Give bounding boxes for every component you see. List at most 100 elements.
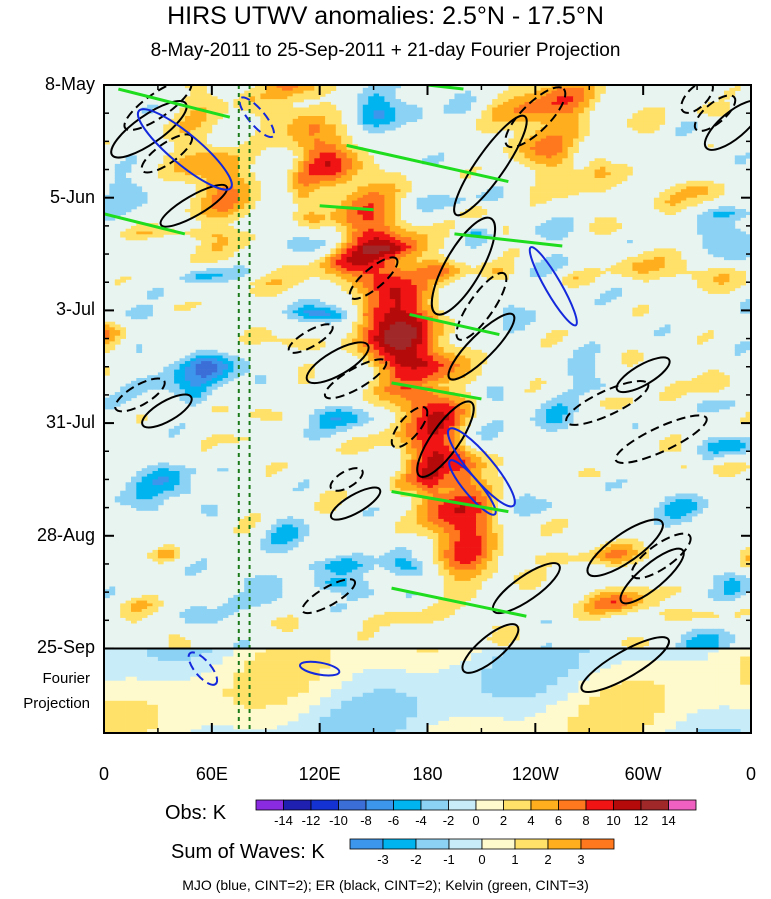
- field-cell: [400, 265, 407, 269]
- field-cell: [529, 144, 536, 148]
- field-cell: [244, 341, 250, 345]
- field-cell: [379, 240, 385, 244]
- field-cell: [416, 347, 423, 351]
- field-cell: [373, 203, 380, 207]
- field-cell: [271, 124, 277, 128]
- field-cell: [605, 163, 612, 168]
- field-cell: [648, 256, 655, 261]
- field-cell: [260, 101, 267, 106]
- field-cell: [368, 248, 374, 252]
- field-cell: [486, 110, 493, 114]
- field-cell: [217, 110, 223, 114]
- field-cell: [476, 240, 482, 244]
- field-cell: [556, 223, 563, 227]
- field-cell: [438, 242, 445, 247]
- field-cell: [578, 361, 585, 365]
- field-cell: [303, 209, 310, 213]
- field-cell: [217, 180, 223, 185]
- field-cell: [492, 124, 498, 128]
- field-cell: [724, 248, 730, 252]
- field-cell: [400, 299, 407, 303]
- field-cell: [190, 254, 197, 258]
- field-cell: [341, 225, 347, 230]
- field-cell: [222, 206, 229, 210]
- field-cell: [109, 347, 116, 351]
- field-cell: [357, 335, 364, 339]
- field-cell: [255, 183, 261, 187]
- field-cell: [346, 172, 353, 176]
- field-cell: [389, 223, 396, 227]
- field-cell: [287, 338, 294, 342]
- field-cell: [255, 152, 261, 156]
- field-cell: [255, 192, 261, 196]
- field-cell: [314, 138, 321, 142]
- field-cell: [373, 172, 380, 176]
- field-cell: [357, 200, 364, 204]
- field-cell: [228, 268, 234, 272]
- field-cell: [131, 197, 137, 201]
- field-cell: [600, 225, 606, 230]
- field-cell: [357, 194, 364, 199]
- field-cell: [341, 338, 347, 342]
- field-cell: [136, 237, 143, 241]
- field-cell: [341, 276, 347, 280]
- field-cell: [319, 116, 326, 120]
- field-cell: [632, 118, 639, 123]
- field-cell: [190, 96, 197, 100]
- field-cell: [389, 347, 396, 351]
- field-cell: [244, 231, 250, 235]
- field-cell: [405, 104, 412, 108]
- field-cell: [556, 113, 563, 117]
- field-cell: [163, 158, 170, 162]
- field-cell: [179, 107, 186, 111]
- field-cell: [373, 296, 380, 300]
- field-cell: [163, 163, 170, 168]
- field-cell: [325, 273, 331, 278]
- field-cell: [303, 90, 310, 94]
- field-cell: [546, 110, 552, 114]
- field-cell: [449, 352, 455, 356]
- field-cell: [497, 276, 504, 280]
- field-cell: [228, 149, 234, 154]
- field-cell: [546, 96, 552, 100]
- field-cell: [184, 175, 191, 179]
- field-cell: [675, 186, 682, 190]
- field-cell: [567, 147, 574, 151]
- field-cell: [335, 214, 342, 218]
- field-cell: [330, 211, 337, 216]
- field-cell: [740, 248, 746, 252]
- field-cell: [271, 110, 277, 114]
- field-cell: [411, 245, 418, 249]
- field-cell: [589, 85, 596, 89]
- field-cell: [637, 110, 644, 114]
- field-cell: [567, 110, 574, 114]
- field-cell: [578, 130, 585, 134]
- field-cell: [546, 197, 552, 201]
- field-cell: [470, 214, 477, 218]
- field-cell: [341, 234, 347, 238]
- field-cell: [136, 197, 143, 201]
- field-cell: [109, 183, 116, 187]
- field-cell: [702, 245, 709, 249]
- field-cell: [395, 287, 401, 292]
- field-cell: [605, 228, 612, 232]
- field-cell: [330, 132, 337, 137]
- field-cell: [379, 316, 385, 320]
- field-cell: [551, 147, 558, 151]
- field-cell: [346, 245, 353, 249]
- field-cell: [400, 183, 407, 187]
- field-cell: [341, 220, 347, 224]
- field-cell: [184, 85, 191, 89]
- field-cell: [389, 242, 396, 247]
- field-cell: [589, 178, 596, 182]
- field-cell: [368, 172, 374, 176]
- field-cell: [368, 197, 374, 201]
- field-cell: [449, 104, 455, 108]
- field-cell: [400, 296, 407, 300]
- field-cell: [600, 223, 606, 227]
- field-cell: [443, 361, 450, 365]
- field-cell: [195, 124, 202, 128]
- field-cell: [384, 270, 391, 275]
- field-cell: [686, 130, 693, 134]
- field-cell: [206, 158, 213, 162]
